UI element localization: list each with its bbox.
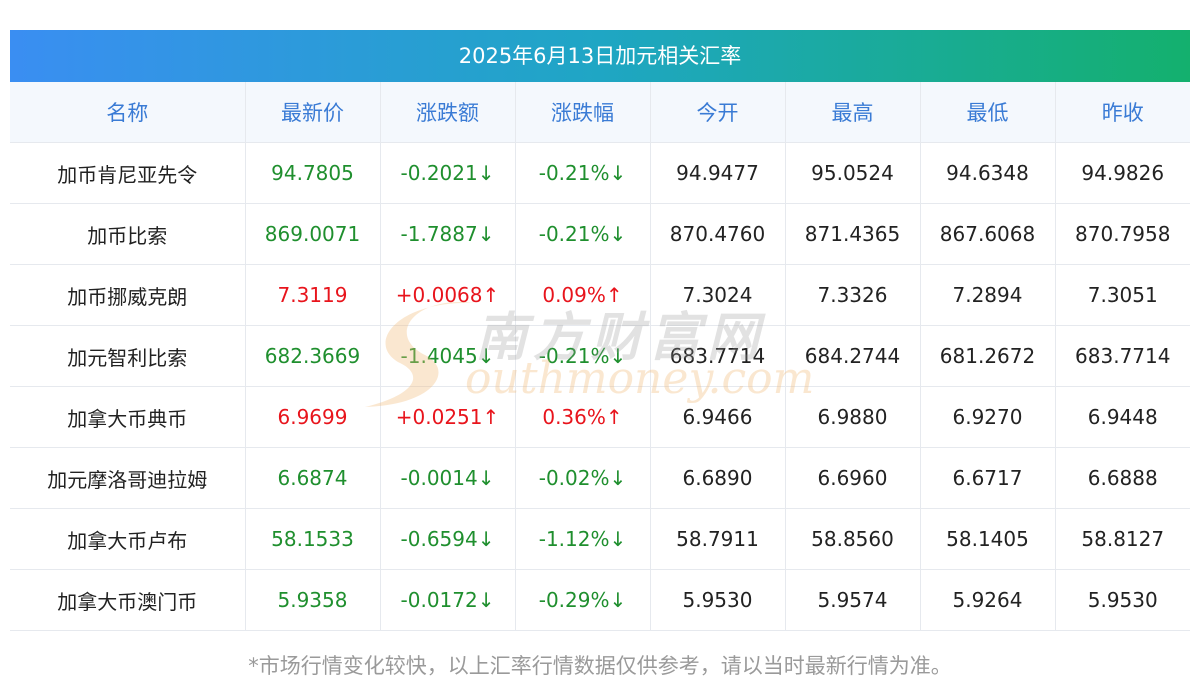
cell-latest: 6.9699 xyxy=(245,386,381,448)
cell-high: 58.8560 xyxy=(785,508,921,570)
cell-high: 6.6960 xyxy=(785,447,921,509)
cell-open: 683.7714 xyxy=(650,325,786,387)
cell-low: 867.6068 xyxy=(920,203,1056,265)
column-header-high: 最高 xyxy=(785,82,921,143)
rate-table: 名称 最新价 涨跌额 涨跌幅 今开 最高 最低 昨收 加币肯尼亚先令 94.780… xyxy=(10,82,1190,631)
cell-change-pct: -1.12%↓ xyxy=(515,508,651,570)
cell-open: 870.4760 xyxy=(650,203,786,265)
column-header-change-pct: 涨跌幅 xyxy=(515,82,651,143)
table-row: 加币肯尼亚先令 94.7805 -0.2021↓ -0.21%↓ 94.9477 95.0… xyxy=(10,142,1190,204)
cell-open: 6.9466 xyxy=(650,386,786,448)
disclaimer-note: *市场行情变化较快，以上汇率行情数据仅供参考，请以当时最新行情为准。 xyxy=(248,654,952,678)
cell-high: 95.0524 xyxy=(785,142,921,204)
cell-name: 加拿大币典币 xyxy=(10,386,246,448)
cell-latest: 7.3119 xyxy=(245,264,381,326)
header-row: 名称 最新价 涨跌额 涨跌幅 今开 最高 最低 昨收 xyxy=(10,82,1190,143)
cell-change-pct: -0.29%↓ xyxy=(515,569,651,631)
cell-change: +0.0068↑ xyxy=(380,264,516,326)
cell-change-pct: -0.21%↓ xyxy=(515,142,651,204)
cell-low: 6.6717 xyxy=(920,447,1056,509)
cell-change: -0.0172↓ xyxy=(380,569,516,631)
cell-prev-close: 94.9826 xyxy=(1055,142,1190,204)
cell-change: -1.7887↓ xyxy=(380,203,516,265)
cell-prev-close: 683.7714 xyxy=(1055,325,1190,387)
cell-change-pct: -0.21%↓ xyxy=(515,325,651,387)
cell-low: 7.2894 xyxy=(920,264,1056,326)
cell-latest: 58.1533 xyxy=(245,508,381,570)
cell-open: 7.3024 xyxy=(650,264,786,326)
cell-high: 5.9574 xyxy=(785,569,921,631)
cell-high: 684.2744 xyxy=(785,325,921,387)
cell-name: 加元智利比索 xyxy=(10,325,246,387)
table-row: 加拿大币澳门币 5.9358 -0.0172↓ -0.29%↓ 5.9530 5.9574… xyxy=(10,569,1190,631)
cell-prev-close: 6.6888 xyxy=(1055,447,1190,509)
cell-change-pct: 0.36%↑ xyxy=(515,386,651,448)
cell-high: 6.9880 xyxy=(785,386,921,448)
table-title: 2025年6月13日加元相关汇率 xyxy=(10,30,1190,82)
cell-low: 681.2672 xyxy=(920,325,1056,387)
cell-change-pct: -0.02%↓ xyxy=(515,447,651,509)
cell-latest: 5.9358 xyxy=(245,569,381,631)
cell-low: 94.6348 xyxy=(920,142,1056,204)
cell-open: 58.7911 xyxy=(650,508,786,570)
cell-change: -0.0014↓ xyxy=(380,447,516,509)
cell-change: -0.6594↓ xyxy=(380,508,516,570)
cell-low: 58.1405 xyxy=(920,508,1056,570)
table-row: 加拿大币卢布 58.1533 -0.6594↓ -1.12%↓ 58.7911 58.85… xyxy=(10,508,1190,570)
cell-prev-close: 5.9530 xyxy=(1055,569,1190,631)
cell-change-pct: -0.21%↓ xyxy=(515,203,651,265)
cell-name: 加元摩洛哥迪拉姆 xyxy=(10,447,246,509)
cell-prev-close: 870.7958 xyxy=(1055,203,1190,265)
cell-open: 5.9530 xyxy=(650,569,786,631)
cell-change: -1.4045↓ xyxy=(380,325,516,387)
cell-low: 6.9270 xyxy=(920,386,1056,448)
rate-table-container: 2025年6月13日加元相关汇率 名称 最新价 涨跌额 涨跌幅 今开 最高 最低… xyxy=(10,30,1190,631)
cell-open: 6.6890 xyxy=(650,447,786,509)
cell-name: 加币比索 xyxy=(10,203,246,265)
cell-high: 7.3326 xyxy=(785,264,921,326)
cell-name: 加币肯尼亚先令 xyxy=(10,142,246,204)
table-row: 加元摩洛哥迪拉姆 6.6874 -0.0014↓ -0.02%↓ 6.6890 6.696… xyxy=(10,447,1190,509)
cell-name: 加拿大币卢布 xyxy=(10,508,246,570)
cell-change: +0.0251↑ xyxy=(380,386,516,448)
cell-high: 871.4365 xyxy=(785,203,921,265)
table-row: 加元智利比索 682.3669 -1.4045↓ -0.21%↓ 683.7714 684… xyxy=(10,325,1190,387)
cell-low: 5.9264 xyxy=(920,569,1056,631)
cell-prev-close: 6.9448 xyxy=(1055,386,1190,448)
cell-prev-close: 7.3051 xyxy=(1055,264,1190,326)
cell-name: 加拿大币澳门币 xyxy=(10,569,246,631)
cell-change: -0.2021↓ xyxy=(380,142,516,204)
column-header-latest: 最新价 xyxy=(245,82,381,143)
table-row: 加币比索 869.0071 -1.7887↓ -0.21%↓ 870.4760 871.4… xyxy=(10,203,1190,265)
cell-open: 94.9477 xyxy=(650,142,786,204)
column-header-change: 涨跌额 xyxy=(380,82,516,143)
column-header-name: 名称 xyxy=(10,82,246,143)
cell-latest: 6.6874 xyxy=(245,447,381,509)
cell-latest: 869.0071 xyxy=(245,203,381,265)
cell-prev-close: 58.8127 xyxy=(1055,508,1190,570)
cell-latest: 682.3669 xyxy=(245,325,381,387)
column-header-open: 今开 xyxy=(650,82,786,143)
cell-name: 加币挪威克朗 xyxy=(10,264,246,326)
table-row: 加币挪威克朗 7.3119 +0.0068↑ 0.09%↑ 7.3024 7.3326 7.… xyxy=(10,264,1190,326)
cell-latest: 94.7805 xyxy=(245,142,381,204)
table-row: 加拿大币典币 6.9699 +0.0251↑ 0.36%↑ 6.9466 6.9880 6.… xyxy=(10,386,1190,448)
cell-change-pct: 0.09%↑ xyxy=(515,264,651,326)
column-header-low: 最低 xyxy=(920,82,1056,143)
column-header-prev-close: 昨收 xyxy=(1055,82,1190,143)
